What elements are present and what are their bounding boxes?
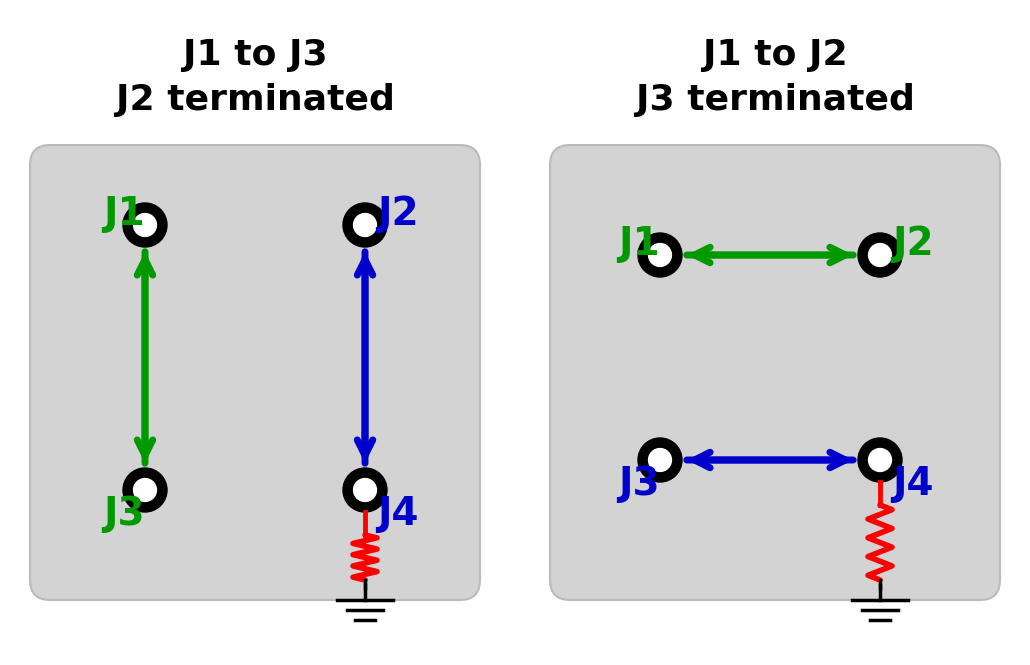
Text: J4: J4 [377, 495, 418, 533]
Circle shape [649, 449, 672, 471]
Text: J2 terminated: J2 terminated [115, 83, 394, 117]
Circle shape [638, 233, 682, 277]
Text: J1 to J3: J1 to J3 [182, 38, 328, 72]
Circle shape [868, 243, 891, 267]
Circle shape [858, 233, 902, 277]
FancyBboxPatch shape [30, 145, 480, 600]
Text: J3: J3 [103, 495, 144, 533]
Text: J4: J4 [892, 465, 933, 503]
Text: J2: J2 [377, 195, 418, 233]
Circle shape [858, 438, 902, 482]
FancyBboxPatch shape [550, 145, 1000, 600]
Text: J2: J2 [892, 225, 933, 263]
Text: J1 to J2: J1 to J2 [702, 38, 848, 72]
Text: J1: J1 [618, 225, 659, 263]
Circle shape [353, 213, 376, 237]
Circle shape [868, 449, 891, 471]
Text: J3 terminated: J3 terminated [636, 83, 915, 117]
Circle shape [638, 438, 682, 482]
Circle shape [134, 479, 157, 501]
Circle shape [123, 468, 167, 512]
Circle shape [343, 203, 387, 247]
Circle shape [353, 479, 376, 501]
Circle shape [123, 203, 167, 247]
Circle shape [134, 213, 157, 237]
Circle shape [343, 468, 387, 512]
Text: J1: J1 [103, 195, 144, 233]
Text: J3: J3 [618, 465, 659, 503]
Circle shape [649, 243, 672, 267]
